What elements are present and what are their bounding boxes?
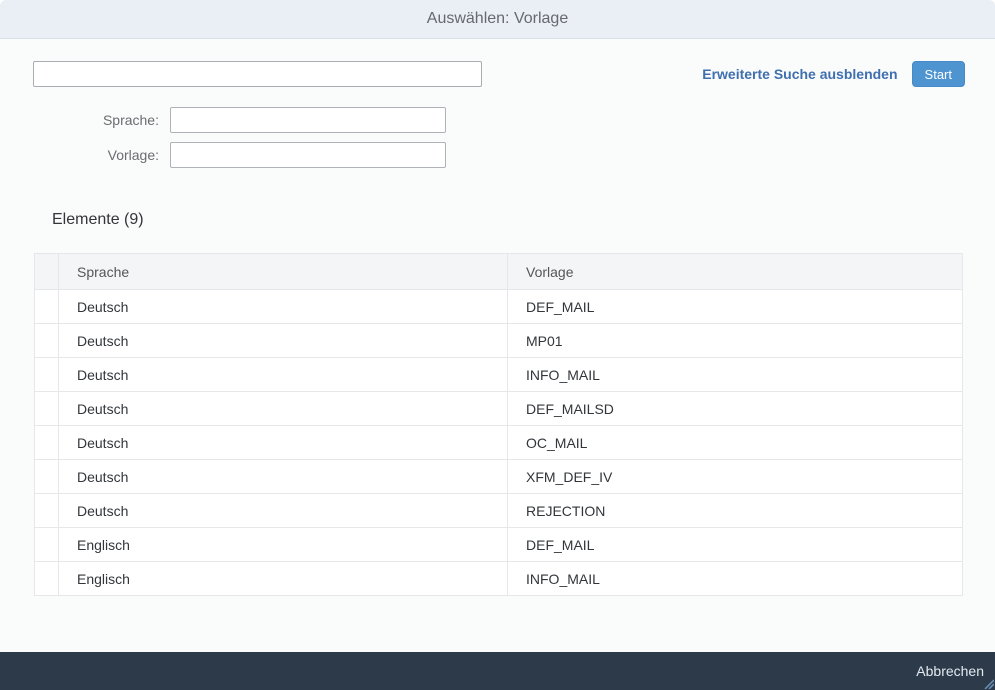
row-select-cell (35, 290, 59, 324)
sprache-cell: Deutsch (59, 426, 508, 460)
sprache-cell: Deutsch (59, 392, 508, 426)
vorlage-cell: MP01 (508, 324, 963, 358)
sprache-cell: Deutsch (59, 358, 508, 392)
table-row[interactable]: Deutsch OC_MAIL (35, 426, 963, 460)
sprache-cell: Deutsch (59, 324, 508, 358)
vorlage-field[interactable] (170, 142, 446, 168)
row-select-cell (35, 324, 59, 358)
select-template-dialog: Auswählen: Vorlage Erweiterte Suche ausb… (0, 0, 995, 690)
sprache-cell: Deutsch (59, 494, 508, 528)
table-row[interactable]: Deutsch DEF_MAIL (35, 290, 963, 324)
table-row[interactable]: Deutsch MP01 (35, 324, 963, 358)
select-column-header (35, 254, 59, 290)
vorlage-cell: DEF_MAIL (508, 528, 963, 562)
sprache-field-label: Sprache: (0, 112, 170, 128)
cancel-button[interactable]: Abbrechen (916, 663, 984, 679)
vorlage-cell: REJECTION (508, 494, 963, 528)
table-row[interactable]: Deutsch INFO_MAIL (35, 358, 963, 392)
table-row[interactable]: Deutsch REJECTION (35, 494, 963, 528)
vorlage-cell: DEF_MAILSD (508, 392, 963, 426)
filter-row-sprache: Sprache: (0, 107, 995, 133)
table-row[interactable]: Englisch DEF_MAIL (35, 528, 963, 562)
row-select-cell (35, 562, 59, 596)
vorlage-column-header: Vorlage (508, 254, 963, 290)
results-table: Sprache Vorlage Deutsch DEF_MAIL Deutsch… (34, 253, 963, 596)
vorlage-cell: XFM_DEF_IV (508, 460, 963, 494)
vorlage-cell: OC_MAIL (508, 426, 963, 460)
advanced-search-form: Sprache: Vorlage: (0, 107, 995, 168)
row-select-cell (35, 528, 59, 562)
table-row[interactable]: Deutsch XFM_DEF_IV (35, 460, 963, 494)
row-select-cell (35, 392, 59, 426)
search-input[interactable] (33, 61, 482, 87)
sprache-cell: Deutsch (59, 460, 508, 494)
start-button[interactable]: Start (912, 61, 965, 87)
vorlage-cell: INFO_MAIL (508, 358, 963, 392)
filter-row-vorlage: Vorlage: (0, 142, 995, 168)
sprache-cell: Englisch (59, 528, 508, 562)
dialog-content: Erweiterte Suche ausblenden Start Sprach… (0, 39, 995, 652)
row-select-cell (35, 494, 59, 528)
dialog-header: Auswählen: Vorlage (0, 0, 995, 39)
row-select-cell (35, 358, 59, 392)
sprache-cell: Englisch (59, 562, 508, 596)
vorlage-cell: INFO_MAIL (508, 562, 963, 596)
sprache-field[interactable] (170, 107, 446, 133)
table-header-row: Sprache Vorlage (35, 254, 963, 290)
elements-count-heading: Elemente (9) (52, 210, 995, 229)
advanced-search-toggle-link[interactable]: Erweiterte Suche ausblenden (702, 66, 897, 82)
sprache-cell: Deutsch (59, 290, 508, 324)
dialog-title: Auswählen: Vorlage (427, 10, 568, 28)
table-row[interactable]: Englisch INFO_MAIL (35, 562, 963, 596)
vorlage-cell: DEF_MAIL (508, 290, 963, 324)
toolbar-actions: Erweiterte Suche ausblenden Start (702, 61, 965, 87)
resize-grip-icon[interactable] (983, 678, 994, 689)
row-select-cell (35, 426, 59, 460)
vorlage-field-label: Vorlage: (0, 147, 170, 163)
search-toolbar: Erweiterte Suche ausblenden Start (0, 39, 995, 87)
sprache-column-header: Sprache (59, 254, 508, 290)
table-row[interactable]: Deutsch DEF_MAILSD (35, 392, 963, 426)
row-select-cell (35, 460, 59, 494)
dialog-footer: Abbrechen (0, 652, 995, 690)
